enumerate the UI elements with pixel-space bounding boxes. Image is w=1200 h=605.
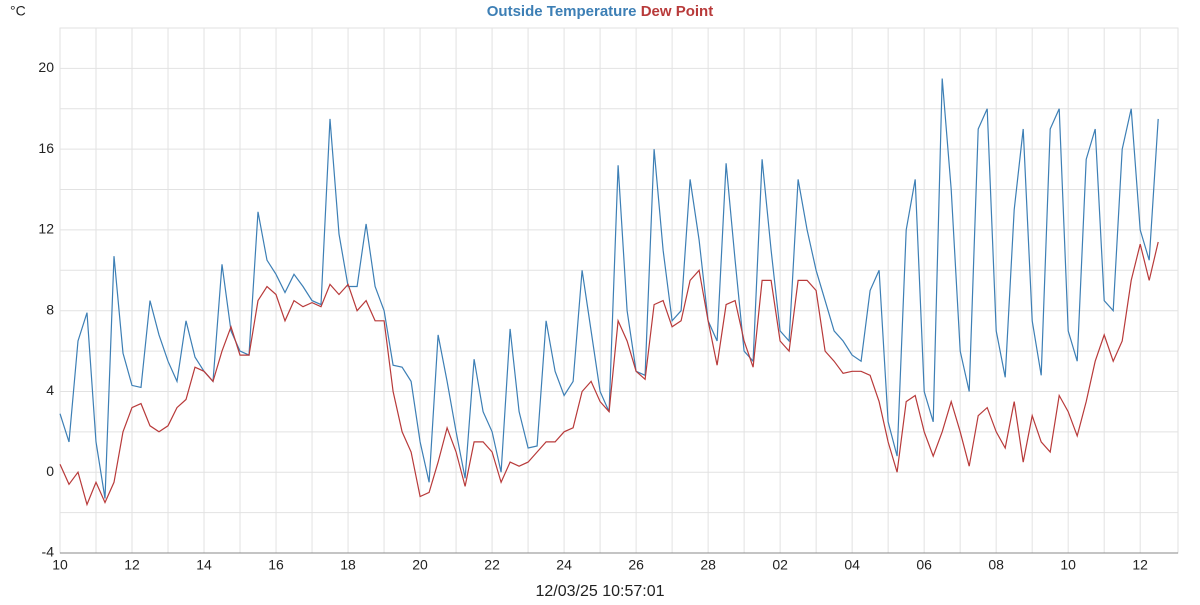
x-tick-label: 12 xyxy=(1132,557,1148,573)
series-line xyxy=(59,78,1159,499)
x-tick-label: 10 xyxy=(1060,557,1076,573)
x-tick-label: 20 xyxy=(412,557,428,573)
legend-entry: Outside Temperature xyxy=(487,3,637,20)
x-tick-label: 08 xyxy=(988,557,1004,573)
x-tick-label: 26 xyxy=(628,557,644,573)
legend: Outside Temperature Dew Point xyxy=(487,3,713,20)
series-line xyxy=(59,241,1159,507)
x-tick-label: 06 xyxy=(916,557,932,573)
y-axis-label: °C xyxy=(10,3,26,19)
x-tick-label: 22 xyxy=(484,557,500,573)
x-tick-label: 16 xyxy=(268,557,284,573)
x-tick-label: 04 xyxy=(844,557,860,573)
y-tick-label: 16 xyxy=(38,140,54,156)
x-tick-label: 12 xyxy=(124,557,140,573)
footer: 12/03/25 10:57:01 xyxy=(535,583,664,600)
y-tick-label: 8 xyxy=(46,301,54,317)
x-tick-label: 02 xyxy=(772,557,788,573)
y-tick-label: 20 xyxy=(38,59,54,75)
y-tick-label: 12 xyxy=(38,221,54,237)
x-tick-label: 18 xyxy=(340,557,356,573)
y-tick-label: 0 xyxy=(46,463,54,479)
x-tick-label: 24 xyxy=(556,557,572,573)
x-tick-label: 28 xyxy=(700,557,716,573)
x-tick-label: 14 xyxy=(196,557,212,573)
legend-entry: Dew Point xyxy=(641,3,714,20)
y-tick-label: 4 xyxy=(46,382,54,398)
y-tick-label: -4 xyxy=(42,544,55,560)
x-tick-label: 10 xyxy=(52,557,68,573)
